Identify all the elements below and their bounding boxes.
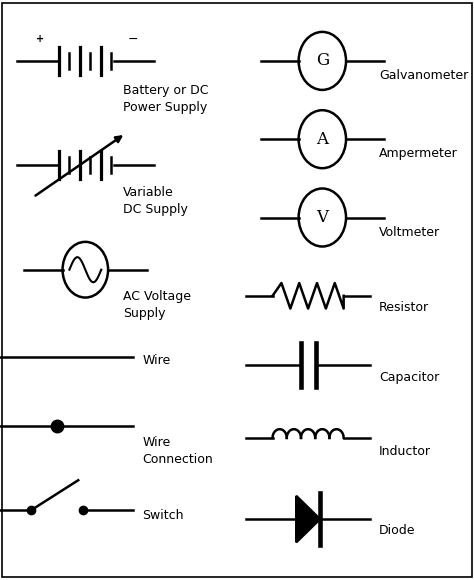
Text: G: G bbox=[316, 52, 329, 70]
Text: Variable
DC Supply: Variable DC Supply bbox=[123, 186, 188, 216]
Text: Switch: Switch bbox=[142, 509, 184, 521]
Text: Galvanometer: Galvanometer bbox=[379, 69, 468, 82]
Polygon shape bbox=[296, 496, 320, 542]
Text: Voltmeter: Voltmeter bbox=[379, 226, 440, 238]
Text: Ampermeter: Ampermeter bbox=[379, 147, 458, 160]
Text: Inductor: Inductor bbox=[379, 445, 431, 458]
Text: V: V bbox=[316, 209, 328, 226]
Text: Diode: Diode bbox=[379, 524, 416, 537]
Text: Capacitor: Capacitor bbox=[379, 371, 439, 383]
Text: +: + bbox=[36, 34, 45, 44]
Text: A: A bbox=[316, 130, 328, 148]
Text: Wire: Wire bbox=[142, 354, 171, 367]
Text: Battery or DC
Power Supply: Battery or DC Power Supply bbox=[123, 84, 209, 114]
Text: Wire
Connection: Wire Connection bbox=[142, 436, 213, 466]
Text: −: − bbox=[128, 34, 138, 46]
Text: Resistor: Resistor bbox=[379, 301, 429, 314]
Text: AC Voltage
Supply: AC Voltage Supply bbox=[123, 290, 191, 320]
